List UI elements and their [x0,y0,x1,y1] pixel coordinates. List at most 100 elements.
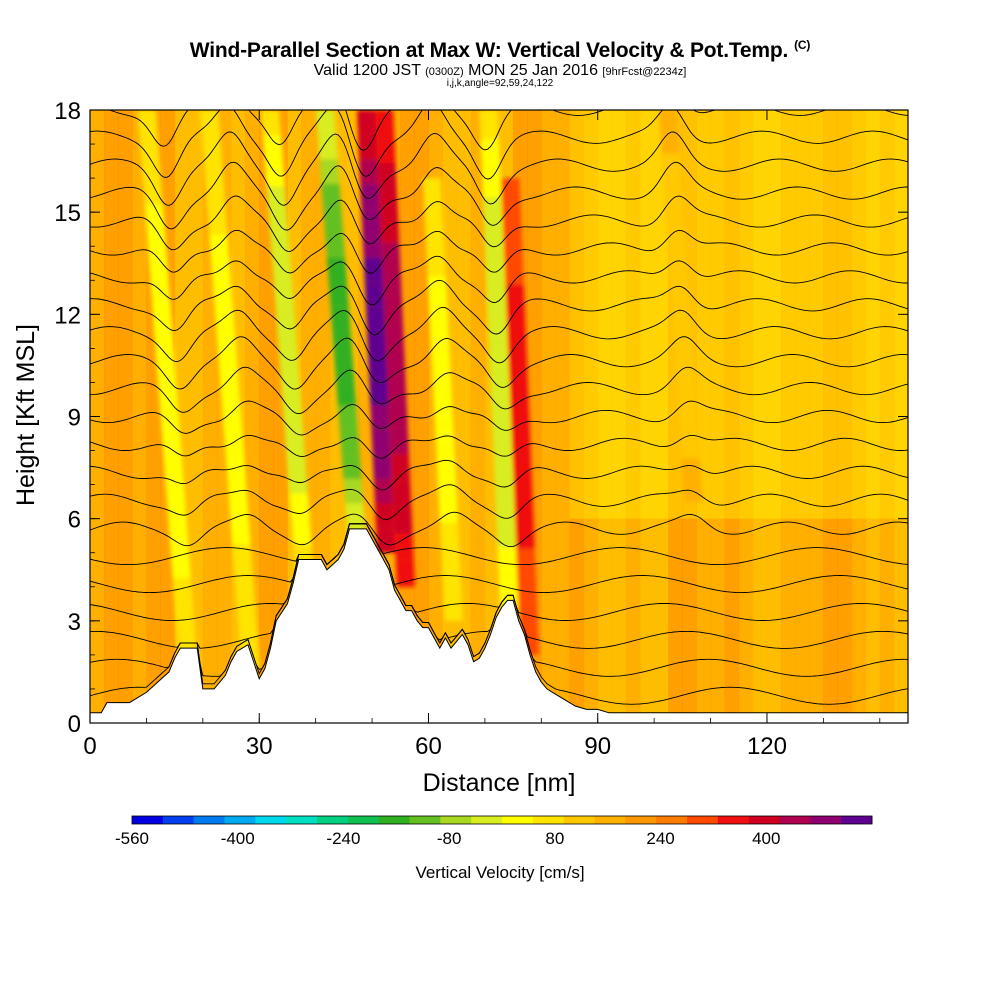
velocity-feature [508,363,529,390]
velocity-feature [270,237,291,264]
velocity-feature [283,416,304,442]
velocity-feature [492,430,513,460]
velocity-feature [506,310,526,337]
velocity-feature [512,443,532,470]
velocity-feature [326,257,347,283]
velocity-feature [442,571,462,597]
isentrope-line [90,366,908,415]
velocity-feature [393,507,413,534]
colorbar-swatch [810,816,842,824]
velocity-feature [436,448,456,474]
velocity-feature [674,349,694,372]
velocity-feature [678,414,699,437]
velocity-feature [425,227,445,252]
velocity-band [738,110,754,723]
colorbar-swatch [409,816,441,824]
plot-area [90,110,908,723]
y-tick-label: 12 [54,302,81,329]
x-tick-label: 90 [584,733,611,760]
colorbar-swatch [471,816,503,824]
velocity-band [654,110,669,723]
velocity-feature [483,197,503,227]
colorbar-swatch [286,816,318,824]
x-axis-label: Distance [nm] [423,769,576,797]
velocity-feature [429,301,449,326]
velocity-band [696,110,712,723]
velocity-feature [343,478,364,504]
velocity-feature [430,325,450,351]
isentrope-line [90,523,908,621]
colorbar-swatch [440,816,472,824]
velocity-feature [438,497,458,523]
velocity-feature [211,265,232,297]
velocity-feature [497,547,517,577]
velocity-feature [677,392,697,415]
velocity-feature [489,343,509,373]
chart-title: Wind-Parallel Section at Max W: Vertical… [0,38,1000,63]
velocity-feature [443,596,463,621]
colorbar: -560 -400 -240 -80 80 240 400 [115,815,873,848]
y-tick-label: 0 [68,711,81,738]
y-tick-label: 15 [54,200,81,227]
velocity-feature [204,172,226,204]
velocity-feature [272,263,293,289]
colorbar-swatch [594,816,626,824]
velocity-feature [517,575,537,602]
velocity-band [541,110,556,723]
velocity-feature [147,234,168,267]
isentrope-line [90,400,908,436]
velocity-band [569,110,908,519]
velocity-band [781,110,796,723]
grid-index-line: i,j,k,angle=92,59,24,122 [446,78,554,89]
velocity-feature [673,327,693,350]
velocity-feature [440,522,460,547]
velocity-feature [220,389,242,421]
velocity-feature [223,420,244,452]
velocity-feature [367,331,387,356]
velocity-feature [362,233,382,258]
y-axis-label: Height [Kft MSL] [12,324,40,506]
velocity-feature [671,305,692,328]
velocity-band [879,110,895,723]
velocity-feature [336,380,356,406]
isentrope-line [90,195,908,252]
velocity-feature [216,327,237,359]
velocity-feature [485,255,505,285]
colorbar-swatch [748,816,780,824]
colorbar-swatch [317,816,349,824]
x-tick-label: 30 [246,733,273,760]
velocity-feature [319,159,340,184]
velocity-band [752,110,768,723]
velocity-band [456,110,472,723]
velocity-feature [392,480,412,508]
velocity-feature [370,405,390,430]
velocity-feature [427,276,447,302]
velocity-feature [158,391,180,423]
isentrope-line [90,459,908,491]
velocity-feature [383,295,403,322]
velocity-feature [268,212,289,238]
velocity-feature [389,427,409,455]
velocity-feature [373,478,393,504]
velocity-feature [175,609,196,641]
velocity-feature [504,257,524,285]
velocity-feature [424,202,444,228]
velocity-feature [230,513,251,545]
isentrope-line [90,255,908,306]
velocity-feature [378,189,399,216]
velocity-feature [151,297,173,329]
velocity-feature [280,365,301,391]
velocity-feature [441,547,461,572]
colorbar-tick-label: -80 [437,829,462,848]
velocity-feature [234,575,256,607]
velocity-feature [426,251,446,277]
forecast-tag: [9hrFcst@2234z] [602,66,687,78]
velocity-feature [264,161,285,187]
velocity-feature [165,484,187,516]
velocity-band [809,110,824,723]
colorbar-swatch [656,816,688,824]
velocity-feature [380,216,400,243]
velocity-band [837,110,853,723]
velocity-feature [482,168,502,198]
colorbar-frame [131,815,873,825]
